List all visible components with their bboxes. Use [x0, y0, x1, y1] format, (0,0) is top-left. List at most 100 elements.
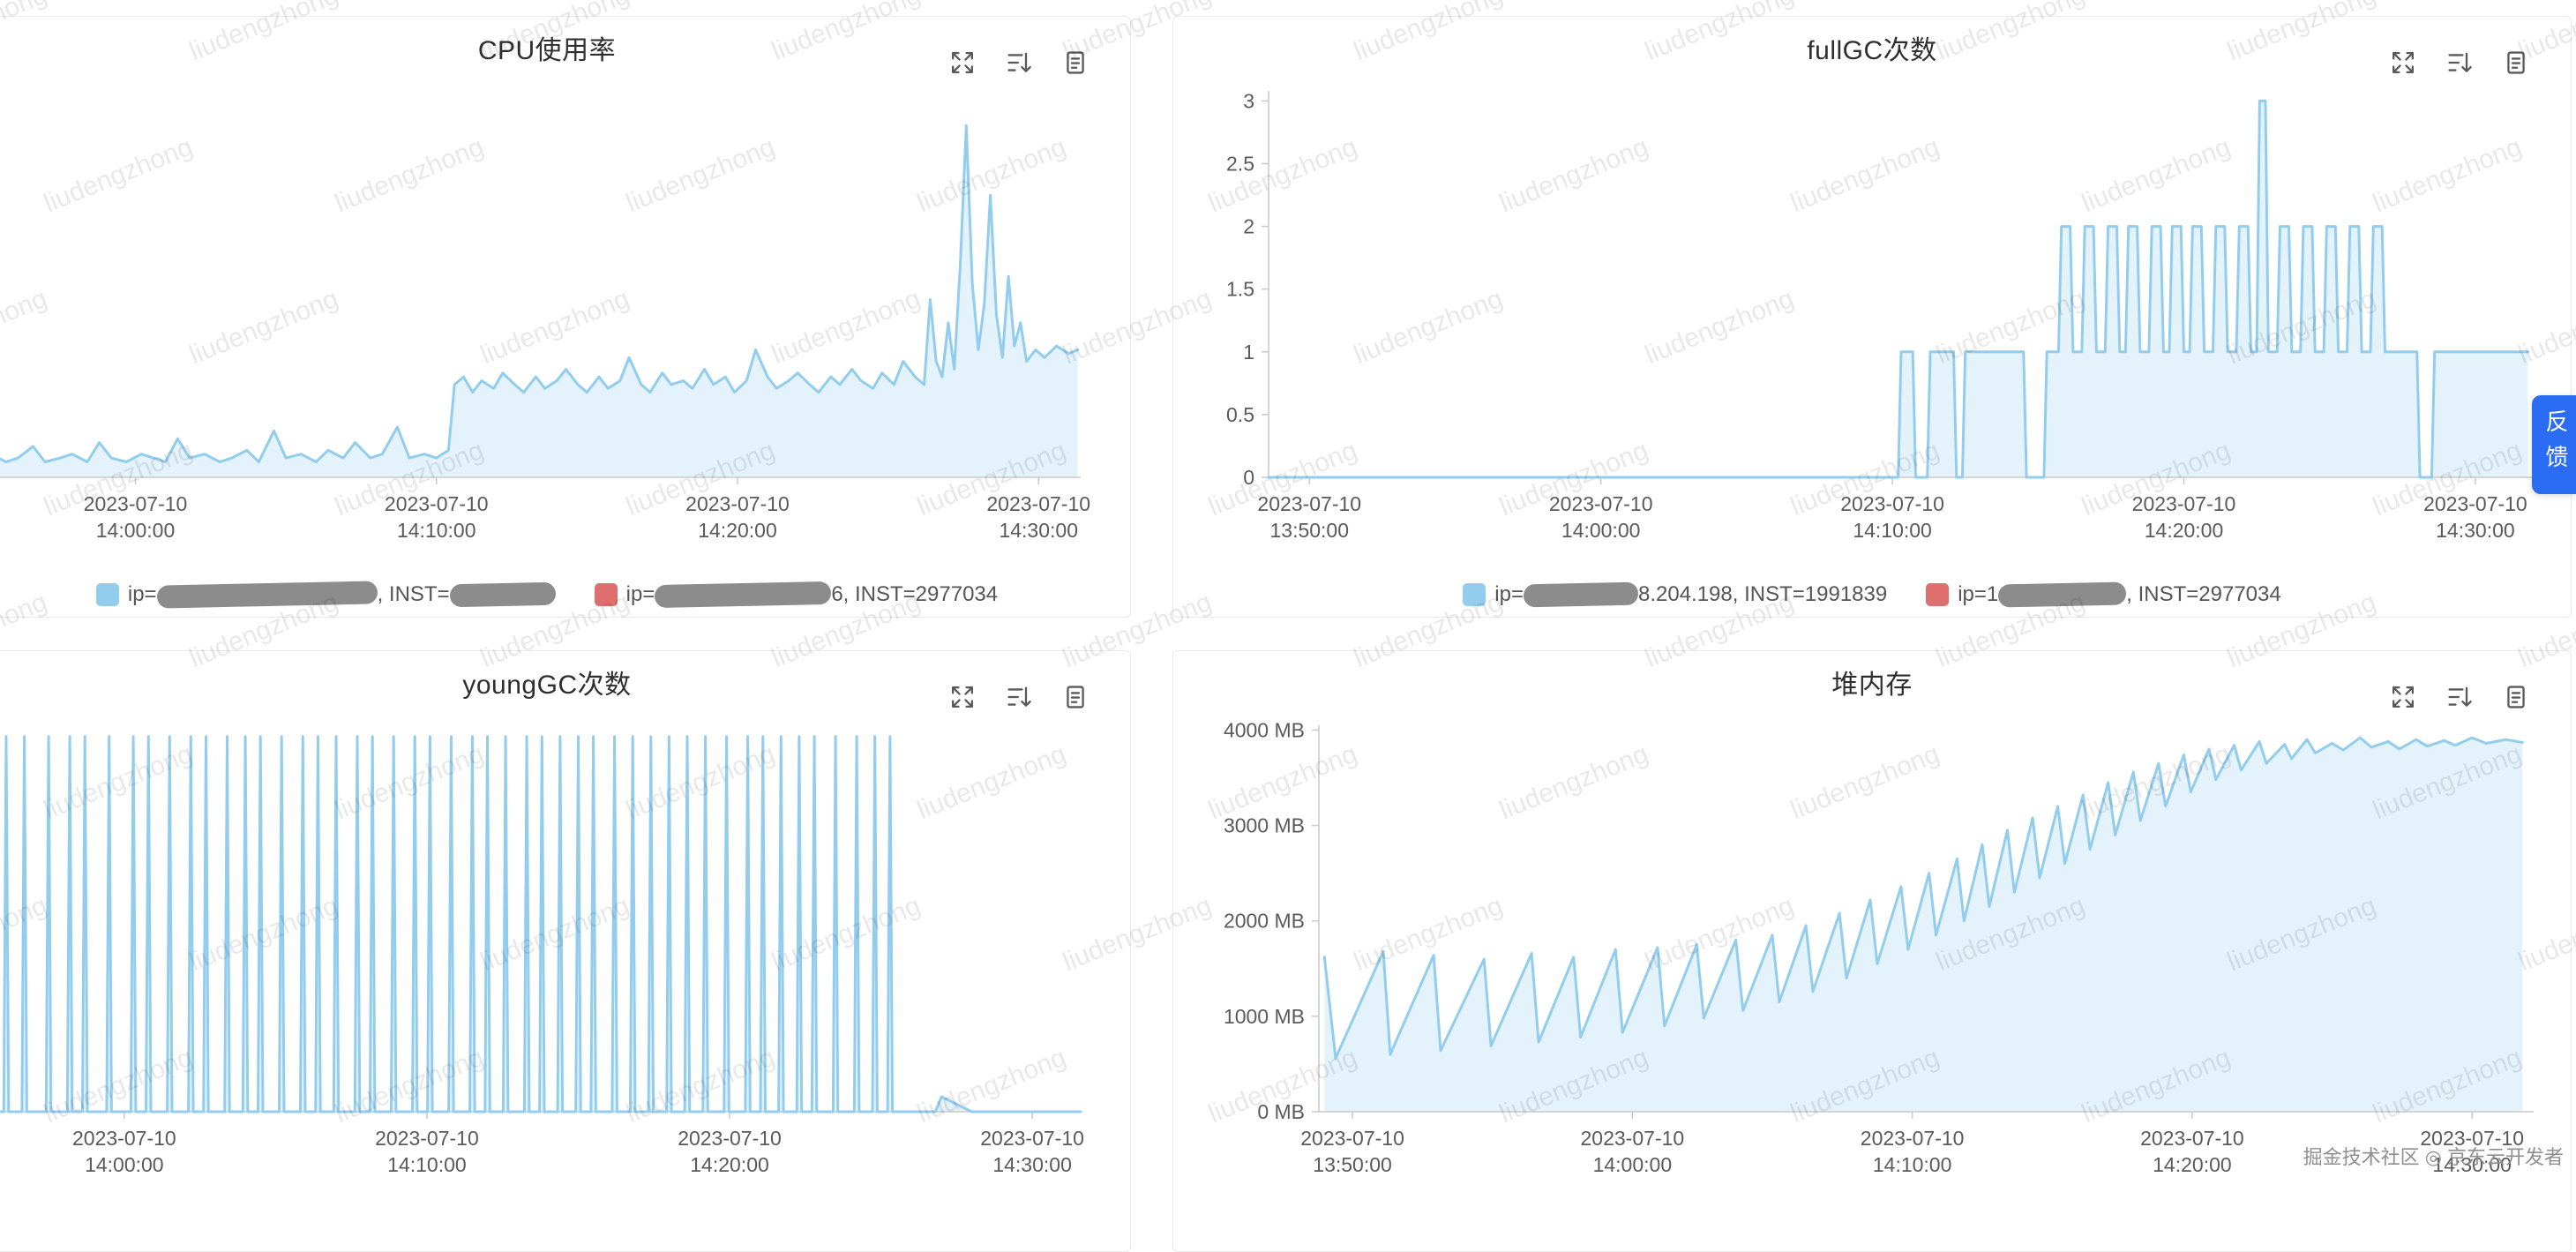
legend-label: ip= [625, 582, 655, 606]
svg-text:13:50:00: 13:50:00 [1269, 519, 1349, 542]
credit-watermark: 掘金技术社区 ◎ 京东云开发者 [2303, 1146, 2564, 1168]
svg-text:14:30:00: 14:30:00 [999, 519, 1078, 542]
data-view-icon[interactable] [2502, 49, 2530, 77]
svg-text:2023-07-10: 2023-07-10 [1549, 492, 1653, 515]
svg-text:14:30:00: 14:30:00 [2436, 519, 2515, 542]
legend-label: ip=1 [1958, 582, 1999, 606]
data-view-icon[interactable] [1061, 683, 1090, 711]
svg-text:14:20:00: 14:20:00 [690, 1153, 769, 1176]
svg-text:14:30:00: 14:30:00 [992, 1153, 1072, 1176]
legend-item[interactable]: ip= 8.204.198, INST=1991839 [1463, 581, 1888, 608]
svg-text:14:10:00: 14:10:00 [387, 1153, 467, 1176]
svg-text:2023-07-10: 2023-07-10 [980, 1127, 1084, 1150]
svg-text:2023-07-10: 2023-07-10 [2140, 1127, 2244, 1150]
younggc-count-chart[interactable]: 2023-07-10 14:00:00 2023-07-10 14:10:00 2023… [0, 713, 1130, 1207]
panel-header: CPU使用率 [0, 17, 1130, 79]
redaction-scribble [1523, 581, 1639, 608]
svg-text:2023-07-10: 2023-07-10 [2420, 1127, 2524, 1150]
redaction-scribble [156, 581, 378, 609]
panel-toolbar [948, 683, 1090, 711]
svg-text:2023-07-10: 2023-07-10 [678, 1127, 782, 1150]
data-view-icon[interactable] [1061, 49, 1090, 77]
fullscreen-icon[interactable] [2389, 49, 2417, 77]
svg-text:2023-07-10: 2023-07-10 [1257, 492, 1361, 515]
svg-text:3: 3 [1243, 89, 1254, 112]
panel-header: youngGC次数 [0, 651, 1130, 713]
redaction-scribble [449, 581, 556, 608]
chart-title-fullgc: fullGC次数 [1807, 36, 1937, 65]
svg-text:2023-07-10: 2023-07-10 [72, 1127, 176, 1150]
svg-text:14:10:00: 14:10:00 [1873, 1153, 1952, 1176]
svg-text:0.5: 0.5 [1226, 403, 1254, 426]
legend-item[interactable]: ip= 6, INST=2977034 [594, 581, 999, 609]
legend-label: ip= [1494, 582, 1524, 606]
panel-header: fullGC次数 [1173, 17, 2571, 79]
svg-text:2023-07-10: 2023-07-10 [986, 492, 1090, 515]
panel-toolbar [2389, 683, 2530, 711]
sort-icon[interactable] [2445, 683, 2474, 711]
svg-text:2023-07-10: 2023-07-10 [1300, 1127, 1404, 1150]
legend-label: 8.204.198, INST=1991839 [1637, 582, 1888, 606]
svg-text:13:50:00: 13:50:00 [1313, 1153, 1392, 1176]
fullscreen-icon[interactable] [948, 49, 977, 77]
heap-memory-chart[interactable]: 0 MB 1000 MB 2000 MB 3000 MB 4000 MB 2023-07-… [1173, 713, 2571, 1207]
svg-text:0 MB: 0 MB [1257, 1100, 1305, 1123]
sort-icon[interactable] [1005, 683, 1033, 711]
legend-swatch [1926, 583, 1950, 606]
data-view-icon[interactable] [2502, 683, 2530, 711]
svg-text:2023-07-10: 2023-07-10 [2423, 492, 2527, 515]
panel-toolbar [2389, 49, 2530, 77]
svg-text:2.5: 2.5 [1226, 152, 1254, 175]
fullgc-count-chart[interactable]: 0 0.5 1 1.5 2 2.5 3 2023-07-10 13:50:00 2023-07-1… [1173, 79, 2571, 573]
feedback-tab[interactable]: 反馈 [2532, 395, 2576, 494]
legend-swatch [594, 583, 618, 606]
svg-text:1.5: 1.5 [1226, 278, 1254, 301]
chart-title-younggc: youngGC次数 [462, 671, 632, 700]
redaction-scribble [1998, 581, 2127, 608]
svg-text:0: 0 [1243, 466, 1254, 489]
legend-swatch [1463, 583, 1486, 606]
sort-icon[interactable] [2445, 49, 2474, 77]
svg-text:2023-07-10: 2023-07-10 [1840, 492, 1944, 515]
svg-text:14:30:00: 14:30:00 [2432, 1153, 2512, 1176]
svg-text:4000 MB: 4000 MB [1224, 718, 1305, 741]
panel-fullgc-count: fullGC次数 0 0.5 1 1.5 2 2.5 3 2023-07-10 13:50:00… [1172, 16, 2572, 618]
svg-text:14:10:00: 14:10:00 [397, 519, 476, 542]
svg-text:14:20:00: 14:20:00 [2145, 519, 2224, 542]
legend-label: , INST= [377, 582, 450, 606]
svg-text:14:20:00: 14:20:00 [2153, 1153, 2232, 1176]
panel-younggc-count: youngGC次数 2023-07-10 14:00:00 2023-07-10 14… [0, 650, 1131, 1252]
svg-text:2023-07-10: 2023-07-10 [375, 1127, 479, 1150]
chart-title-heap: 堆内存 [1831, 671, 1913, 700]
svg-text:1: 1 [1243, 341, 1254, 364]
sort-icon[interactable] [1005, 49, 1033, 77]
cpu-usage-chart[interactable]: 2023-07-10 14:00:00 2023-07-10 14:10:00 2023… [0, 79, 1130, 573]
svg-text:2000 MB: 2000 MB [1224, 910, 1305, 933]
svg-text:3000 MB: 3000 MB [1224, 814, 1305, 837]
panel-header: 堆内存 [1173, 651, 2571, 713]
chart-title-cpu: CPU使用率 [477, 36, 617, 65]
svg-text:14:00:00: 14:00:00 [1593, 1153, 1673, 1176]
chart-legend: ip= , INST= ip= 6, INST=2977034 [0, 573, 1130, 617]
legend-label: , INST=2977034 [2126, 582, 2281, 606]
svg-text:2023-07-10: 2023-07-10 [385, 492, 489, 515]
panel-heap-memory: 堆内存 0 MB 1000 MB 2000 MB 3000 MB 4000 MB 2023… [1172, 650, 2572, 1252]
chart-legend: ip= 8.204.198, INST=1991839 ip=1 , INST=297… [1173, 573, 2571, 617]
fullscreen-icon[interactable] [2389, 683, 2417, 711]
legend-swatch [95, 583, 119, 606]
svg-text:2023-07-10: 2023-07-10 [1861, 1127, 1965, 1150]
svg-text:2023-07-10: 2023-07-10 [84, 492, 188, 515]
legend-item[interactable]: ip= , INST= [95, 581, 556, 609]
fullscreen-icon[interactable] [948, 683, 977, 711]
svg-text:2: 2 [1243, 215, 1254, 238]
svg-text:1000 MB: 1000 MB [1224, 1005, 1305, 1028]
legend-label: 6, INST=2977034 [831, 582, 999, 606]
svg-text:2023-07-10: 2023-07-10 [2132, 492, 2236, 515]
svg-text:2023-07-10: 2023-07-10 [1581, 1127, 1685, 1150]
panel-cpu-usage: CPU使用率 2023-07-10 14:00:00 2023-07-10 14:10… [0, 16, 1131, 618]
svg-text:14:10:00: 14:10:00 [1853, 519, 1932, 542]
legend-item[interactable]: ip=1 , INST=2977034 [1926, 581, 2281, 608]
svg-text:14:00:00: 14:00:00 [96, 519, 176, 542]
legend-label: ip= [127, 582, 157, 606]
svg-text:14:00:00: 14:00:00 [85, 1153, 164, 1176]
